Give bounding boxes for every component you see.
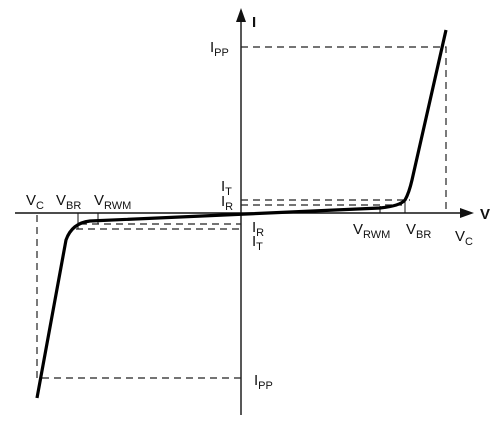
label: IR: [252, 219, 264, 239]
label: IR: [221, 193, 233, 213]
label-base: V: [455, 228, 465, 245]
guides: [36, 46, 447, 379]
label-base: V: [406, 221, 416, 238]
iv-curve: [35, 29, 448, 399]
label: IPP: [254, 372, 273, 392]
label: VRWM: [94, 192, 131, 212]
label-sub: PP: [258, 380, 273, 392]
label-sub: BR: [416, 229, 431, 241]
label-sub: T: [225, 186, 232, 198]
label-base: I: [252, 233, 256, 250]
label-sub: RWM: [104, 200, 131, 212]
label-sub: C: [36, 200, 44, 212]
y-axis-label: I: [252, 14, 256, 31]
label-base: V: [353, 221, 363, 238]
label-base: I: [210, 39, 214, 56]
label: VBR: [56, 192, 81, 212]
label: VC: [26, 192, 44, 212]
x-arrow: [460, 208, 474, 218]
label: VC: [455, 228, 473, 248]
label: IT: [252, 233, 263, 253]
label: VRWM: [353, 221, 390, 241]
label-sub: C: [465, 236, 473, 248]
label-base: I: [252, 219, 256, 236]
label-sub: T: [256, 241, 263, 253]
label-base: V: [94, 192, 104, 209]
label-base: I: [254, 372, 258, 389]
label: VBR: [406, 221, 431, 241]
label-sub: BR: [66, 200, 81, 212]
label-base: V: [26, 192, 36, 209]
label-sub: R: [256, 227, 264, 239]
label-base: I: [221, 193, 225, 210]
label: IPP: [210, 39, 229, 59]
x-axis-label: V: [480, 206, 490, 223]
label-base: I: [221, 178, 225, 195]
label-sub: R: [225, 201, 233, 213]
y-arrow: [236, 8, 246, 22]
label-base: V: [56, 192, 66, 209]
label: IT: [221, 178, 232, 198]
label-sub: PP: [214, 47, 229, 59]
label-sub: RWM: [363, 229, 390, 241]
